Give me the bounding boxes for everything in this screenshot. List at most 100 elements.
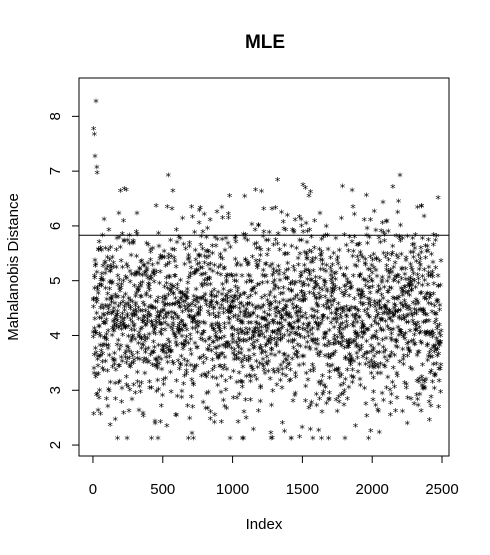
data-point: * <box>120 330 126 343</box>
data-point: * <box>114 322 120 335</box>
data-point: * <box>245 259 251 272</box>
data-point: * <box>197 203 203 216</box>
data-point: * <box>180 290 186 303</box>
x-tick-label: 1500 <box>286 481 319 498</box>
data-point: * <box>294 311 300 324</box>
data-point: * <box>135 284 141 297</box>
data-point: * <box>287 320 293 333</box>
data-point: * <box>197 293 203 306</box>
data-point: * <box>260 314 266 327</box>
data-point: * <box>259 348 265 361</box>
data-point: * <box>289 285 295 298</box>
data-point: * <box>180 344 186 357</box>
data-point: * <box>292 215 298 228</box>
data-point: * <box>164 279 170 292</box>
data-point: * <box>319 234 325 247</box>
data-point: * <box>272 280 278 293</box>
data-point: * <box>202 279 208 292</box>
data-point: * <box>274 380 280 393</box>
data-point: * <box>146 280 152 293</box>
data-point: * <box>201 327 207 340</box>
data-point: * <box>215 268 221 281</box>
data-point: * <box>188 271 194 284</box>
data-point: * <box>150 348 156 361</box>
data-point: * <box>300 180 306 193</box>
data-point: * <box>140 270 146 283</box>
data-point: * <box>142 301 148 314</box>
data-point: * <box>144 264 150 277</box>
data-point: * <box>235 326 241 339</box>
data-point: * <box>298 308 304 321</box>
data-point: * <box>183 293 189 306</box>
data-point: * <box>158 307 164 320</box>
data-point: * <box>274 329 280 342</box>
data-point: * <box>204 372 210 385</box>
data-point: * <box>243 308 249 321</box>
data-point: * <box>318 379 324 392</box>
data-point: * <box>114 320 120 333</box>
data-point: * <box>234 276 240 289</box>
data-point: * <box>199 232 205 245</box>
data-point: * <box>291 343 297 356</box>
data-point: * <box>182 337 188 350</box>
data-point: * <box>314 280 320 293</box>
data-point: * <box>205 307 211 320</box>
data-point: * <box>147 292 153 305</box>
data-point: * <box>253 304 259 317</box>
data-point: * <box>119 280 125 293</box>
data-point: * <box>247 324 253 337</box>
data-point: * <box>324 285 330 298</box>
data-point: * <box>313 344 319 357</box>
data-point: * <box>163 353 169 366</box>
data-point: * <box>257 256 263 269</box>
data-point: * <box>309 275 315 288</box>
data-point: * <box>148 244 154 257</box>
data-point: * <box>211 304 217 317</box>
data-point: * <box>307 270 313 283</box>
data-point: * <box>239 328 245 341</box>
data-point: * <box>212 410 218 423</box>
data-point: * <box>132 310 138 323</box>
data-point: * <box>268 434 274 447</box>
data-point: * <box>122 321 128 334</box>
data-point: * <box>182 355 188 368</box>
data-point: * <box>161 246 167 259</box>
data-point: * <box>197 251 203 264</box>
data-point: * <box>237 336 243 349</box>
data-point: * <box>263 259 269 272</box>
data-point: * <box>183 297 189 310</box>
data-point: * <box>221 264 227 277</box>
data-point: * <box>254 319 260 332</box>
data-points: ****************************************… <box>90 97 444 447</box>
data-point: * <box>122 306 128 319</box>
data-point: * <box>265 310 271 323</box>
data-point: * <box>141 261 147 274</box>
data-point: * <box>284 310 290 323</box>
data-point: * <box>231 294 237 307</box>
data-point: * <box>146 283 152 296</box>
data-point: * <box>192 301 198 314</box>
data-point: * <box>285 352 291 365</box>
data-point: * <box>174 284 180 297</box>
data-point: * <box>210 373 216 386</box>
data-point: * <box>196 304 202 317</box>
data-point: * <box>318 264 324 277</box>
data-point: * <box>266 318 272 331</box>
data-point: * <box>289 312 295 325</box>
data-point: * <box>316 351 322 364</box>
data-point: * <box>292 265 298 278</box>
data-point: * <box>323 277 329 290</box>
data-point: * <box>109 253 115 266</box>
data-point: * <box>226 313 232 326</box>
data-point: * <box>270 386 276 399</box>
data-point: * <box>231 367 237 380</box>
data-point: * <box>222 401 228 414</box>
data-point: * <box>191 434 197 447</box>
data-point: * <box>220 296 226 309</box>
data-point: * <box>119 352 125 365</box>
data-point: * <box>187 330 193 343</box>
data-point: * <box>161 345 167 358</box>
data-point: * <box>190 212 196 225</box>
data-point: * <box>140 298 146 311</box>
data-point: * <box>104 340 110 353</box>
